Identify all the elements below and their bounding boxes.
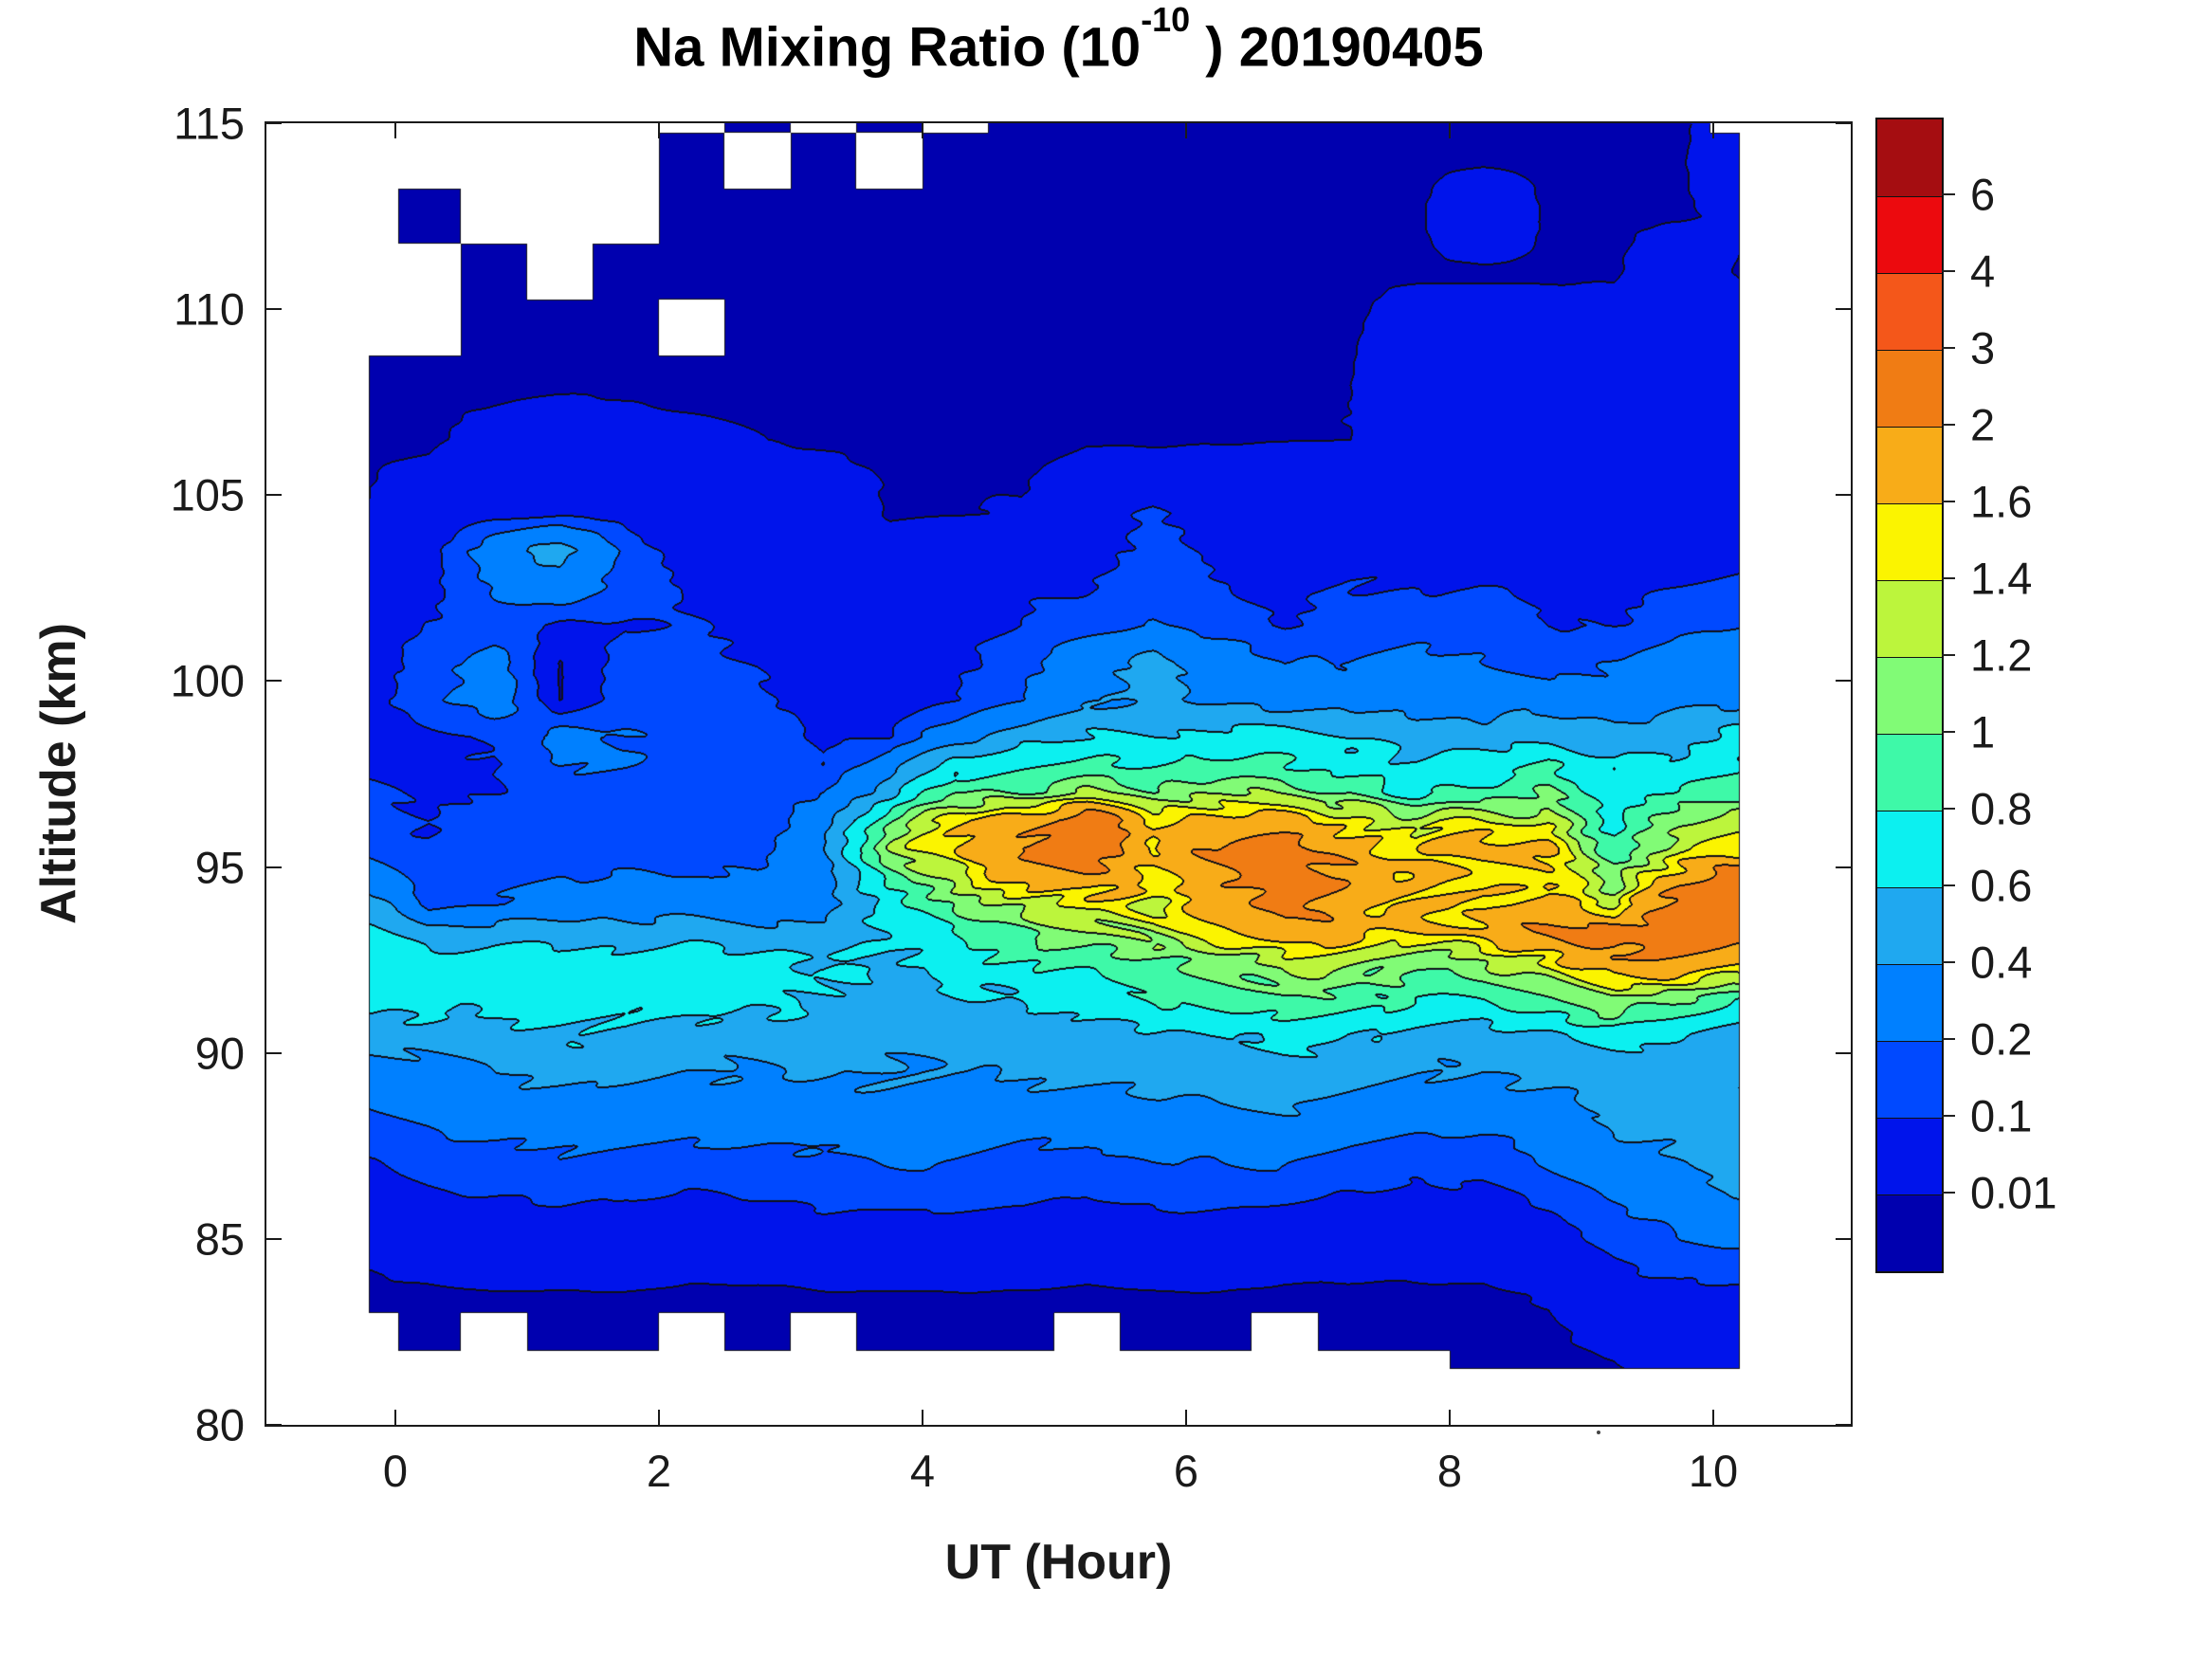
contour-canvas [266, 123, 1851, 1425]
x-tick-top [658, 123, 660, 138]
x-tick-label: 0 [382, 1446, 409, 1496]
colorbar-tick-label: 4 [1970, 246, 1996, 297]
colorbar-tick-label: 1.2 [1970, 629, 2033, 681]
colorbar-tick [1942, 577, 1955, 579]
y-tick-label: 90 [194, 1028, 245, 1079]
colorbar-band [1877, 1118, 1942, 1194]
colorbar-tick-label: 1.6 [1970, 476, 2033, 527]
x-tick-label: 10 [1688, 1446, 1739, 1496]
colorbar-band [1877, 119, 1942, 196]
colorbar-band [1877, 350, 1942, 427]
y-tick-right [1836, 494, 1851, 497]
colorbar [1875, 118, 1944, 1273]
x-tick-label: 6 [1173, 1446, 1199, 1496]
colorbar-tick-label: 1 [1970, 706, 1996, 757]
colorbar-band [1877, 196, 1942, 273]
chart-title-exponent: -10 [1141, 0, 1191, 39]
colorbar-tick-label: 0.2 [1970, 1013, 2033, 1065]
y-axis-label: Altitude (km) [31, 623, 86, 924]
colorbar-tick [1942, 424, 1955, 426]
x-tick-top [394, 123, 396, 138]
colorbar-band [1877, 1194, 1942, 1271]
colorbar-tick-label: 0.4 [1970, 937, 2033, 988]
chart-title-prefix: Na Mixing Ratio (10 [633, 16, 1142, 79]
colorbar-tick-label: 0.1 [1970, 1090, 2033, 1141]
x-tick [1712, 1410, 1714, 1425]
x-tick [922, 1410, 923, 1425]
colorbar-tick [1942, 347, 1955, 349]
x-tick [1185, 1410, 1187, 1425]
y-tick-right [1836, 680, 1851, 683]
chart-title: Na Mixing Ratio (10-10 ) 20190405 [266, 0, 1851, 79]
x-tick-top [1185, 123, 1187, 138]
x-tick-top [922, 123, 923, 138]
y-tick [266, 122, 282, 124]
colorbar-tick [1942, 1192, 1955, 1194]
y-tick-label: 100 [170, 655, 245, 706]
colorbar-tick-label: 3 [1970, 322, 1996, 374]
colorbar-tick-label: 1.4 [1970, 553, 2033, 604]
y-tick-label: 115 [174, 98, 245, 149]
y-tick [266, 1051, 282, 1054]
y-tick [266, 308, 282, 311]
plot-border [265, 121, 1853, 1427]
colorbar-band [1877, 964, 1942, 1041]
colorbar-band [1877, 427, 1942, 503]
y-tick-right [1836, 122, 1851, 124]
y-tick-label: 110 [174, 283, 245, 335]
x-tick-label: 4 [909, 1446, 936, 1496]
colorbar-band [1877, 657, 1942, 734]
x-axis-label: UT (Hour) [944, 1535, 1173, 1590]
chart-title-suffix: ) 20190405 [1190, 16, 1484, 79]
colorbar-tick [1942, 1115, 1955, 1117]
x-tick-top [1449, 123, 1451, 138]
colorbar-tick-label: 0.6 [1970, 860, 2033, 911]
x-tick [394, 1410, 396, 1425]
colorbar-band [1877, 273, 1942, 350]
colorbar-tick-label: 2 [1970, 399, 1996, 450]
x-tick-top [1712, 123, 1714, 138]
y-tick-label: 95 [194, 842, 245, 893]
colorbar-tick [1942, 808, 1955, 810]
colorbar-band [1877, 734, 1942, 811]
x-tick-label: 2 [646, 1446, 672, 1496]
colorbar-tick [1942, 270, 1955, 272]
y-tick-label: 85 [194, 1213, 245, 1265]
y-tick [266, 494, 282, 497]
colorbar-tick [1942, 1038, 1955, 1040]
colorbar-band [1877, 887, 1942, 964]
stray-dot [1597, 1431, 1600, 1434]
colorbar-band [1877, 503, 1942, 580]
y-tick-label: 80 [194, 1399, 245, 1450]
x-tick [658, 1410, 660, 1425]
colorbar-tick [1942, 501, 1955, 502]
y-tick [266, 1237, 282, 1240]
y-tick [266, 866, 282, 868]
y-tick-right [1836, 1051, 1851, 1054]
colorbar-tick [1942, 731, 1955, 733]
colorbar-tick [1942, 654, 1955, 656]
colorbar-tick [1942, 193, 1955, 195]
colorbar-band [1877, 580, 1942, 657]
x-tick [1449, 1410, 1451, 1425]
colorbar-tick-label: 6 [1970, 169, 1996, 220]
colorbar-tick-label: 0.8 [1970, 783, 2033, 834]
colorbar-band [1877, 1041, 1942, 1118]
y-tick-right [1836, 308, 1851, 311]
colorbar-tick [1942, 961, 1955, 963]
y-tick-right [1836, 1237, 1851, 1240]
colorbar-tick [1942, 884, 1955, 886]
y-tick [266, 680, 282, 683]
x-tick-label: 8 [1436, 1446, 1463, 1496]
y-tick [266, 1424, 282, 1426]
y-tick-label: 105 [170, 469, 245, 520]
y-tick-right [1836, 866, 1851, 868]
colorbar-band [1877, 811, 1942, 887]
y-tick-right [1836, 1424, 1851, 1426]
colorbar-tick-label: 0.01 [1970, 1167, 2057, 1218]
